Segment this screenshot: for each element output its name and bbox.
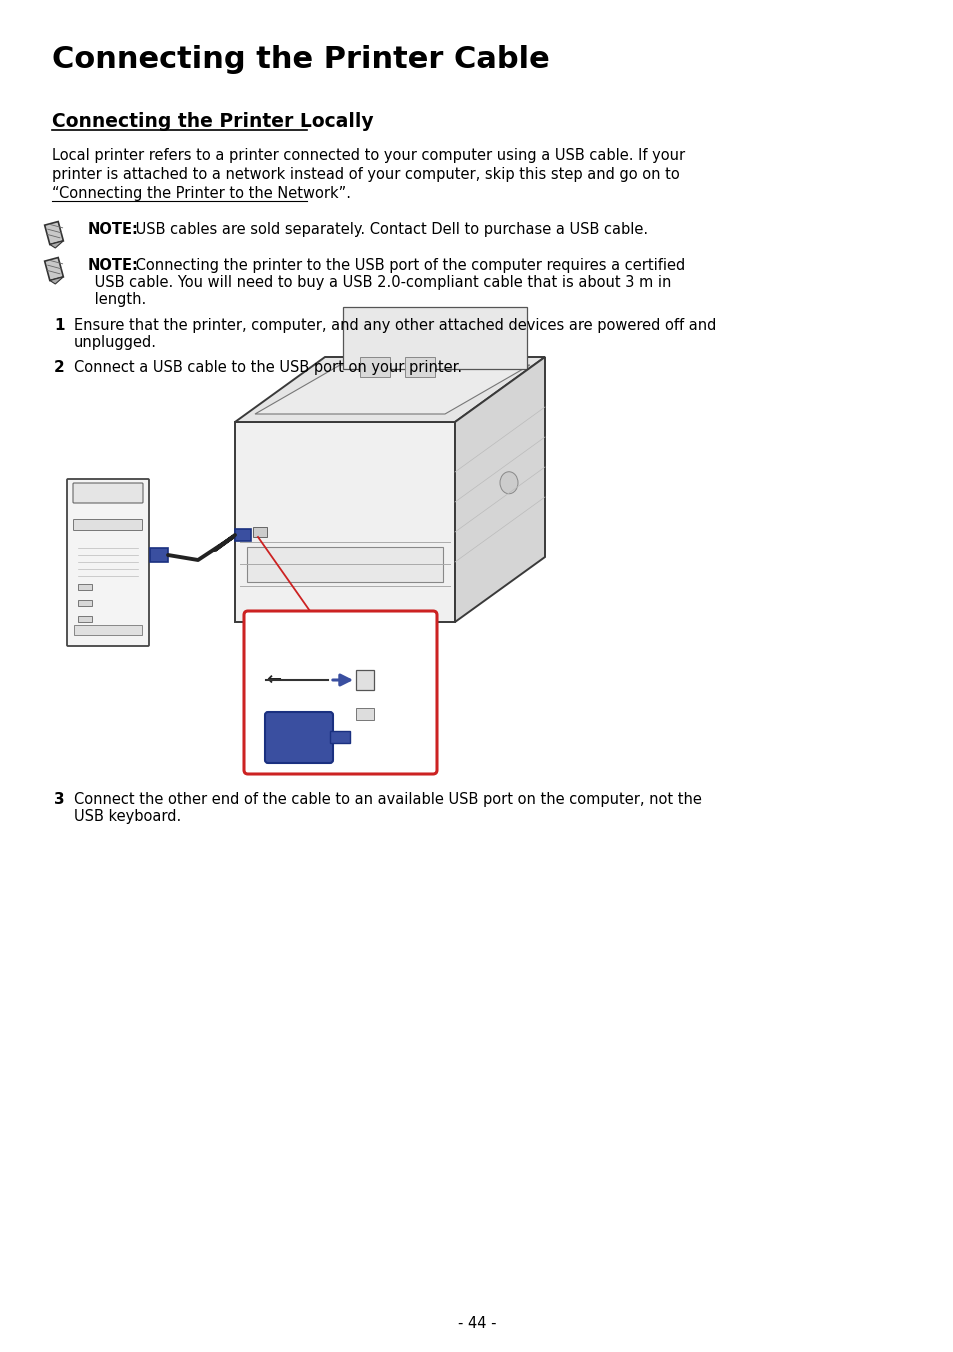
Bar — [234, 422, 455, 622]
Bar — [330, 731, 350, 744]
Bar — [355, 708, 374, 721]
Text: USB cables are sold separately. Contact Dell to purchase a USB cable.: USB cables are sold separately. Contact … — [131, 222, 647, 237]
FancyBboxPatch shape — [73, 483, 143, 503]
Bar — [355, 671, 374, 690]
Text: Connecting the Printer Locally: Connecting the Printer Locally — [52, 112, 374, 131]
Polygon shape — [150, 548, 168, 562]
Text: 1: 1 — [54, 318, 65, 333]
Text: Connecting the printer to the USB port of the computer requires a certified: Connecting the printer to the USB port o… — [131, 258, 684, 273]
Polygon shape — [455, 357, 544, 622]
Ellipse shape — [499, 472, 517, 493]
Text: NOTE:: NOTE: — [88, 258, 139, 273]
Text: USB keyboard.: USB keyboard. — [74, 808, 181, 823]
Text: Connect a USB cable to the USB port on your printer.: Connect a USB cable to the USB port on y… — [74, 360, 461, 375]
Polygon shape — [50, 241, 63, 247]
FancyBboxPatch shape — [67, 479, 149, 646]
Polygon shape — [45, 222, 63, 245]
Bar — [78, 600, 91, 606]
Text: length.: length. — [90, 292, 146, 307]
Text: Local printer refers to a printer connected to your computer using a USB cable. : Local printer refers to a printer connec… — [52, 147, 684, 164]
Text: 3: 3 — [54, 792, 65, 807]
Text: printer is attached to a network instead of your computer, skip this step and go: printer is attached to a network instead… — [52, 168, 679, 183]
Bar — [247, 548, 442, 581]
Bar — [359, 357, 390, 377]
Bar — [74, 625, 142, 635]
Text: NOTE:: NOTE: — [88, 222, 139, 237]
FancyBboxPatch shape — [73, 519, 142, 530]
Polygon shape — [45, 257, 63, 280]
Text: ←: ← — [266, 671, 281, 690]
Bar — [78, 584, 91, 589]
Text: USB cable. You will need to buy a USB 2.0-compliant cable that is about 3 m in: USB cable. You will need to buy a USB 2.… — [90, 274, 671, 289]
Polygon shape — [343, 307, 526, 369]
Text: Ensure that the printer, computer, and any other attached devices are powered of: Ensure that the printer, computer, and a… — [74, 318, 716, 333]
Polygon shape — [234, 357, 544, 422]
FancyBboxPatch shape — [265, 713, 333, 763]
Bar — [253, 527, 267, 537]
Polygon shape — [234, 529, 251, 541]
Polygon shape — [50, 277, 63, 284]
Text: - 44 -: - 44 - — [457, 1315, 496, 1330]
Text: Connect the other end of the cable to an available USB port on the computer, not: Connect the other end of the cable to an… — [74, 792, 701, 807]
Polygon shape — [254, 365, 530, 414]
Text: “Connecting the Printer to the Network”.: “Connecting the Printer to the Network”. — [52, 187, 351, 201]
FancyBboxPatch shape — [244, 611, 436, 773]
Text: Connecting the Printer Cable: Connecting the Printer Cable — [52, 45, 549, 74]
Bar — [405, 357, 435, 377]
Text: 2: 2 — [54, 360, 65, 375]
Bar — [78, 617, 91, 622]
Text: unplugged.: unplugged. — [74, 335, 157, 350]
